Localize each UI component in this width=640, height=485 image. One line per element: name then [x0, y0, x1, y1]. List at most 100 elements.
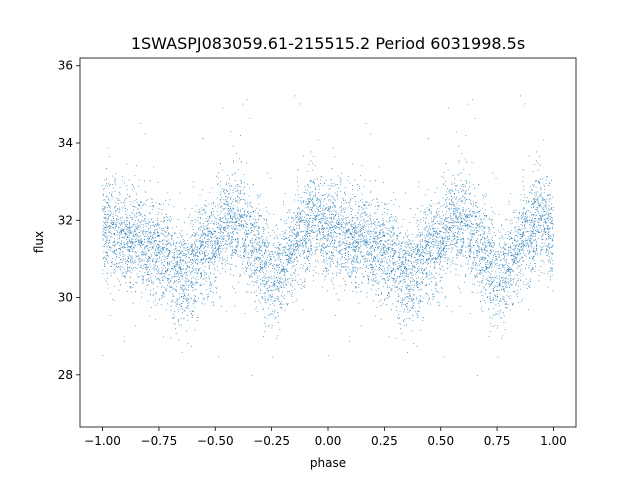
data-point — [178, 281, 180, 283]
data-point — [343, 221, 344, 223]
data-point — [266, 282, 268, 283]
data-point — [279, 302, 281, 304]
data-point — [410, 268, 412, 270]
data-point — [186, 281, 188, 282]
data-point — [202, 230, 204, 232]
data-point — [420, 210, 422, 212]
data-point — [244, 200, 246, 202]
data-point — [297, 206, 299, 208]
data-point — [367, 279, 369, 281]
data-point — [326, 226, 328, 228]
data-point — [318, 185, 320, 187]
data-point — [308, 218, 310, 220]
data-point — [508, 201, 510, 202]
data-point — [177, 282, 179, 284]
data-point — [348, 258, 350, 260]
data-point — [203, 248, 205, 250]
data-point — [199, 238, 201, 239]
data-point — [429, 256, 431, 257]
data-point — [441, 276, 443, 278]
data-point — [122, 176, 124, 177]
data-point — [495, 304, 497, 306]
data-point — [454, 263, 456, 265]
data-point — [524, 245, 525, 247]
data-point — [324, 227, 326, 229]
data-point — [302, 243, 303, 245]
data-point — [420, 235, 422, 237]
data-point — [296, 180, 298, 182]
data-point — [115, 244, 117, 245]
data-point — [126, 226, 127, 227]
data-point — [246, 211, 248, 212]
data-point — [475, 211, 477, 213]
data-point — [134, 230, 135, 232]
data-point — [316, 215, 318, 217]
data-point — [392, 285, 394, 286]
data-point — [444, 237, 445, 239]
data-point — [121, 230, 123, 232]
data-point — [314, 189, 316, 191]
data-point — [210, 258, 212, 260]
data-point — [363, 227, 365, 228]
data-point — [404, 249, 405, 251]
data-point — [446, 239, 448, 241]
data-point — [440, 248, 442, 250]
data-point — [525, 267, 526, 269]
data-point — [169, 250, 171, 252]
data-point — [289, 247, 291, 249]
data-point — [126, 189, 128, 191]
data-point — [355, 260, 357, 262]
data-point — [466, 221, 467, 223]
data-point — [260, 272, 261, 273]
data-point — [493, 254, 494, 256]
data-point — [473, 245, 474, 247]
data-point — [520, 194, 522, 196]
data-point — [209, 285, 211, 286]
data-point — [416, 281, 418, 283]
data-point — [194, 283, 196, 285]
data-point — [136, 235, 138, 237]
data-point — [199, 211, 201, 213]
data-point — [510, 247, 512, 249]
data-point — [295, 215, 297, 216]
data-point — [177, 257, 179, 258]
data-point — [461, 225, 463, 227]
data-point — [314, 225, 316, 227]
data-point — [132, 189, 133, 191]
data-point — [408, 265, 410, 267]
data-point — [210, 212, 212, 213]
data-point — [372, 272, 374, 273]
data-point — [451, 207, 452, 209]
data-point — [120, 224, 121, 226]
data-point — [239, 219, 240, 221]
data-point — [488, 239, 490, 241]
data-point — [418, 231, 420, 233]
data-point — [122, 275, 124, 277]
data-point — [232, 228, 234, 230]
data-point — [108, 209, 110, 211]
data-point — [338, 224, 339, 225]
data-point — [310, 231, 312, 233]
data-point — [292, 243, 294, 245]
data-point — [266, 263, 267, 265]
data-point — [455, 246, 457, 248]
data-point — [262, 254, 264, 256]
data-point — [538, 224, 539, 226]
data-point — [156, 270, 158, 272]
data-point — [547, 228, 549, 229]
data-point — [167, 220, 168, 222]
data-point — [529, 221, 531, 223]
data-point — [422, 320, 424, 321]
data-point — [517, 250, 518, 252]
data-point — [353, 250, 355, 252]
data-point — [143, 231, 144, 233]
data-point — [315, 216, 316, 218]
data-point — [545, 211, 547, 213]
data-point — [420, 296, 422, 297]
data-point — [291, 244, 293, 245]
data-point — [151, 238, 152, 240]
data-point — [440, 218, 442, 220]
data-point — [253, 251, 255, 252]
data-point — [500, 247, 501, 248]
data-point — [517, 280, 518, 282]
